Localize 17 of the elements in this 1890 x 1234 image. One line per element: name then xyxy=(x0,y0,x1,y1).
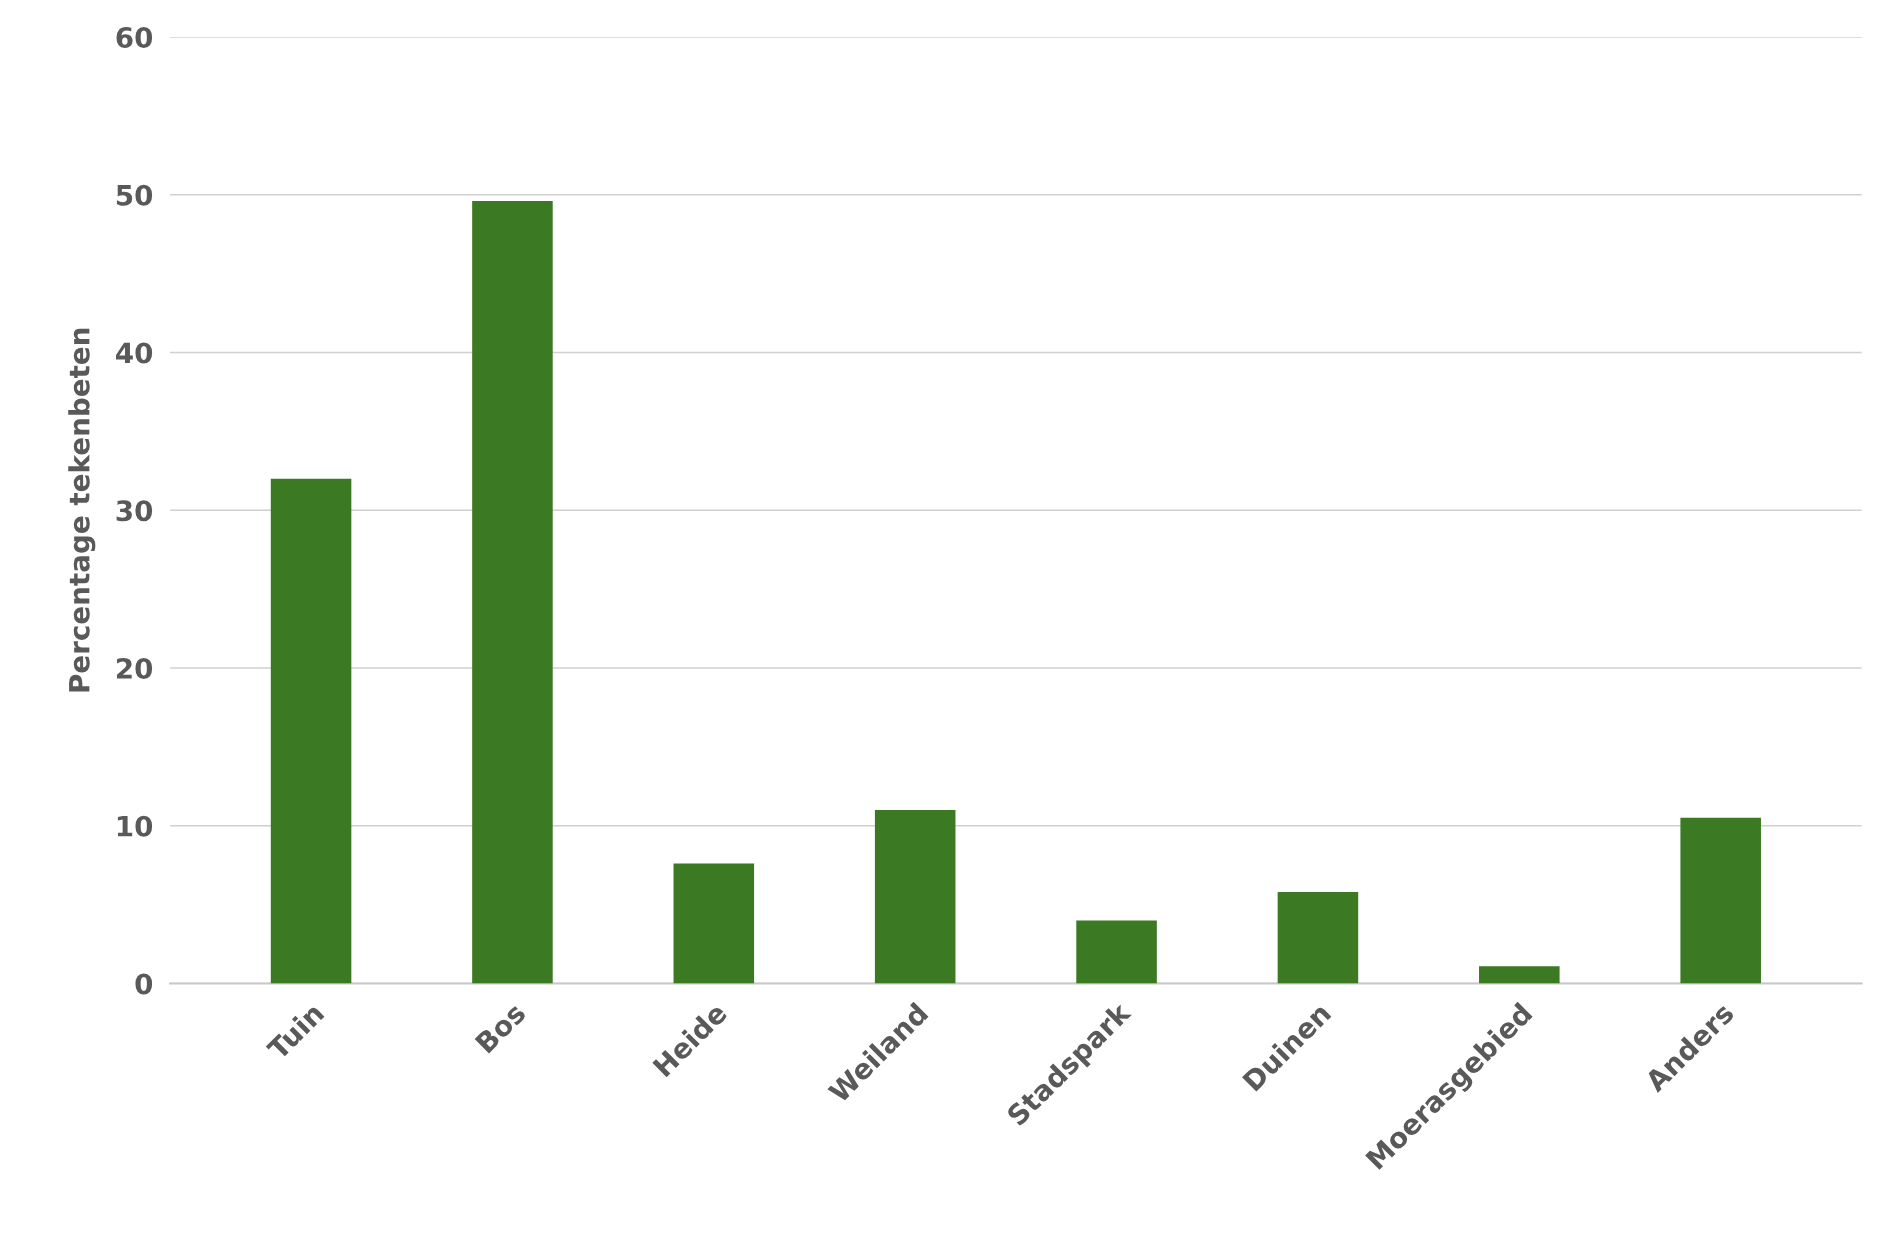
y-tick-label: 30 xyxy=(116,500,153,522)
y-tick-label: 0 xyxy=(135,973,153,995)
bar xyxy=(1277,892,1359,984)
bar xyxy=(472,201,553,984)
bar xyxy=(1479,966,1560,984)
y-tick-label: 60 xyxy=(116,26,153,48)
y-tick-label: 10 xyxy=(117,815,153,837)
bar xyxy=(1680,817,1761,984)
bar xyxy=(874,809,956,984)
y-tick-label: 40 xyxy=(116,342,153,364)
y-tick-label: 20 xyxy=(116,657,153,679)
bar xyxy=(1076,920,1157,984)
y-axis-title: Percentage tekenbeten xyxy=(68,328,96,692)
y-tick-label: 50 xyxy=(116,184,153,206)
x-tick-label: Bos xyxy=(474,1001,527,1054)
bar xyxy=(270,478,352,984)
bar xyxy=(673,863,755,984)
